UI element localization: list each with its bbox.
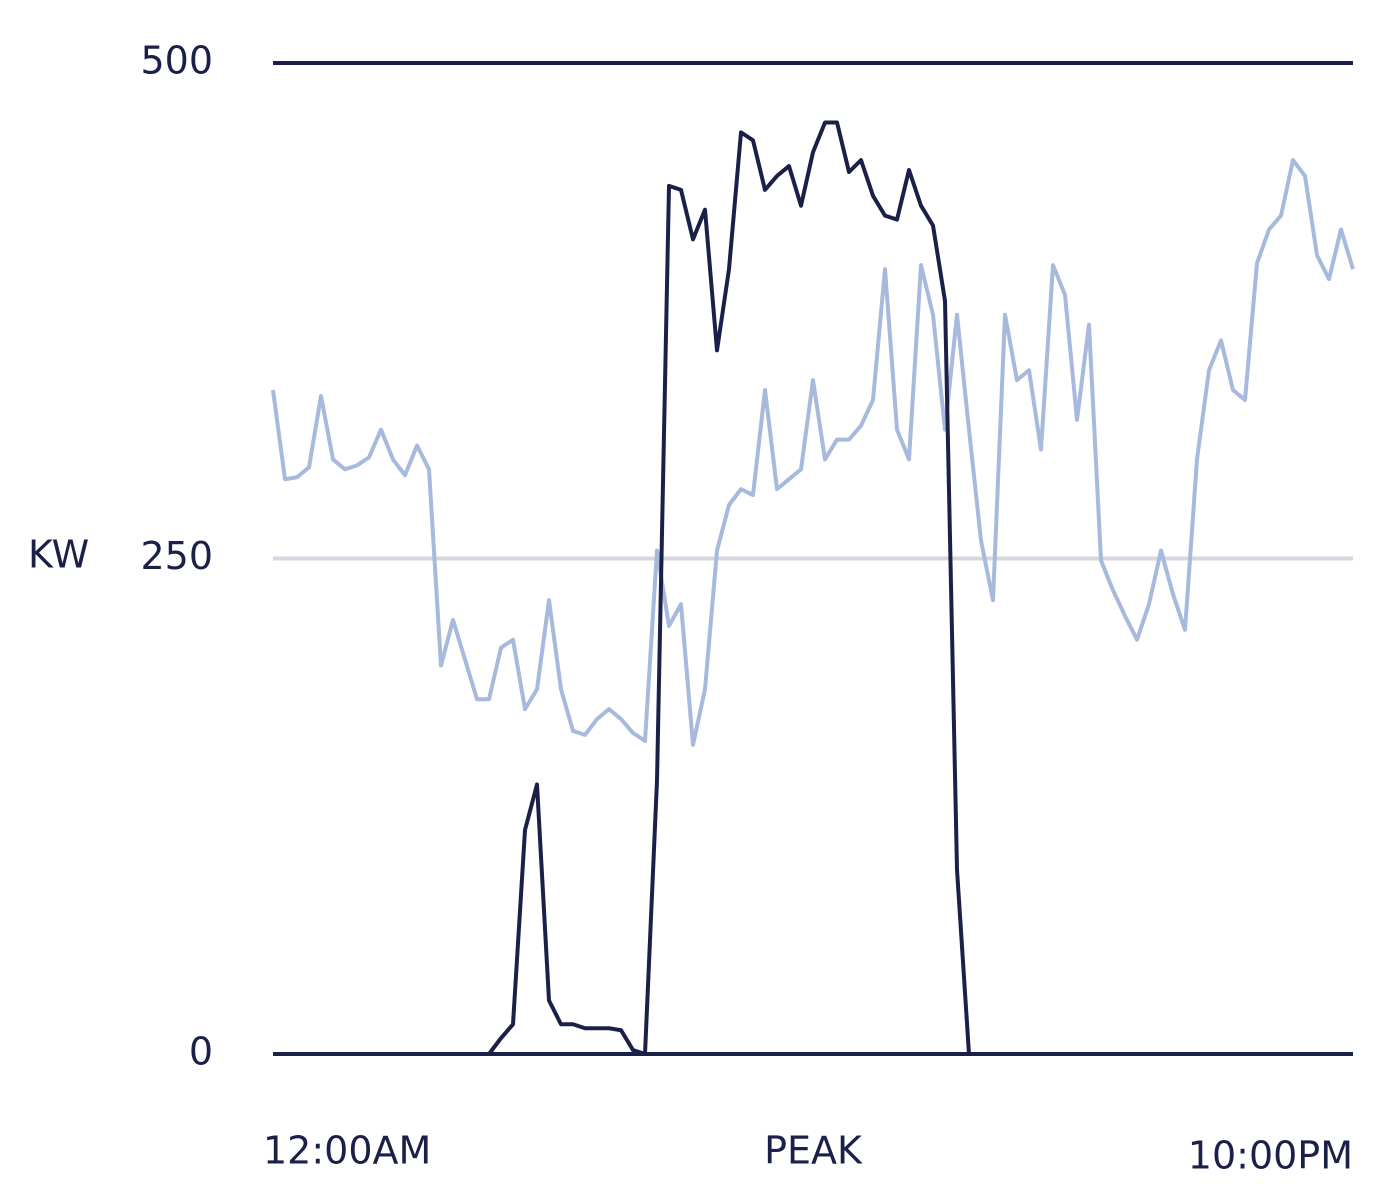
- x-tick-label: 12:00AM: [263, 1129, 431, 1173]
- y-tick-label: 500: [140, 39, 213, 83]
- series-line: [273, 120, 1353, 1056]
- series-line: [271, 158, 1355, 747]
- x-tick-label: 10:00PM: [1188, 1134, 1353, 1178]
- x-tick-label: PEAK: [764, 1129, 863, 1173]
- y-tick-label: 250: [140, 534, 213, 578]
- y-axis-label: KW: [28, 533, 89, 577]
- y-tick-label: 0: [189, 1030, 213, 1074]
